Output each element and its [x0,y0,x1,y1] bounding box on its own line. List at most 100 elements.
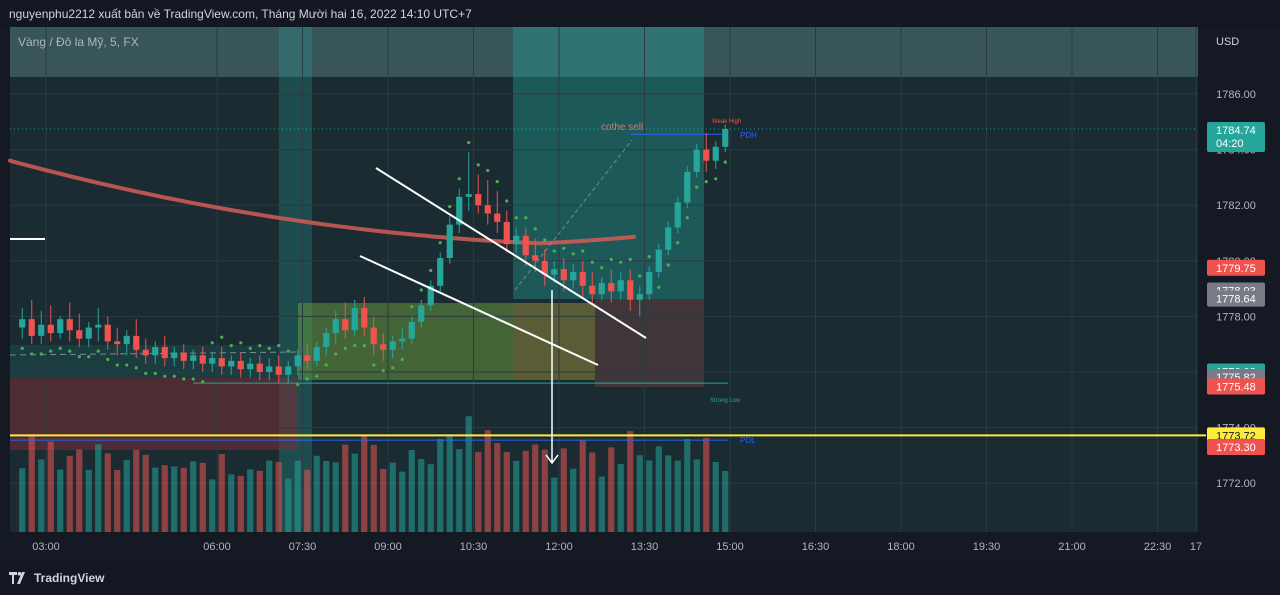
psar-dot [419,288,423,292]
psar-dot [58,346,62,350]
volume-bar [104,453,111,532]
candle-body [503,221,510,245]
candle-body [47,324,54,334]
volume-bar [95,444,102,532]
price-axis [1206,27,1280,532]
psar-dot [87,355,91,359]
psar-dot [685,216,689,220]
volume-bar [19,468,26,532]
countdown-label: 04:20 [1216,138,1244,150]
psar-dot [628,257,632,262]
psar-dot [676,241,680,245]
volume-bar [665,455,672,532]
volume-bar [399,471,406,532]
time-tick-label: 15:00 [716,541,744,553]
volume-bar [560,448,567,532]
volume-bar [541,449,548,532]
price-badge [1207,290,1265,307]
candle-body [427,285,434,306]
psar-dot [210,341,214,345]
price-badge-label: 1784.74 [1216,125,1256,137]
psar-dot [182,377,186,381]
volume-bar [199,462,206,532]
candle-body [608,283,615,292]
volume-bar [427,464,434,532]
time-tick-label: 21:00 [1058,541,1086,553]
candle-body [693,149,700,172]
volume-bar [380,469,387,532]
candle-body [636,294,643,300]
psar-dot [30,352,34,356]
time-tick-label: 13:30 [631,541,659,553]
time-tick-label: 16:30 [802,541,830,553]
price-badge-label: 1778.64 [1216,294,1256,306]
candle-body [95,324,102,328]
tradingview-logo[interactable]: TradingView [9,570,104,586]
psar-dot [296,382,300,387]
strong-low-label: Strong Low [710,398,741,404]
time-tick-label: 18:00 [887,541,915,553]
order-block-zone-green [298,303,513,380]
volume-bar [209,479,216,532]
volume-bar [361,435,368,532]
candle-body [579,271,586,286]
volume-bar [418,459,425,532]
volume-bar [627,431,634,532]
price-badge [1207,378,1265,395]
psar-dot [448,204,452,209]
volume-bar [684,439,691,532]
volume-bar [532,444,539,532]
psar-dot [495,179,499,184]
volume-bar [655,446,662,532]
candle-body [674,202,681,228]
candle-body [475,194,482,206]
volume-bar [646,460,653,532]
psar-dot [543,238,547,242]
candle-body [522,235,529,256]
psar-dot [647,255,651,259]
candle-body [342,319,349,331]
candle-body [399,338,406,342]
candle-body [589,285,596,295]
candle-body [570,271,577,281]
psar-dot [590,260,594,264]
psar-dot [239,341,243,345]
candle-body [646,271,653,295]
volume-bar [313,455,320,532]
psar-dot [619,260,623,264]
volume-bar [28,435,35,532]
candle-body [304,355,311,361]
candle-body [598,283,605,295]
tradingview-logo-icon [9,572,25,584]
candle-body [218,358,225,367]
volume-bar [456,449,463,532]
candle-body [294,355,301,367]
volume-bar [247,469,254,532]
candle-body [351,308,358,331]
psar-dot [571,252,575,256]
time-tick-label: 10:30 [460,541,488,553]
volume-bar [218,454,225,532]
volume-bar [47,441,54,532]
volume-bar [522,450,529,532]
candle-body [28,319,35,336]
candle-body [684,171,691,203]
volume-bar [636,455,643,532]
candle-body [465,194,472,197]
psar-dot [334,352,338,356]
psar-dot [714,177,718,181]
candle-body [712,146,719,161]
candle-body [513,235,520,245]
candle-body [256,363,263,372]
volume-bar [294,460,301,532]
candle-body [161,346,168,359]
psar-dot [362,343,366,348]
volume-bar [76,449,83,532]
psar-dot [657,285,661,289]
volume-bar [351,453,358,532]
symbol-label: Vàng / Đô la Mỹ, 5, FX [18,35,139,49]
volume-bar [389,462,396,532]
time-tick-label: 03:00 [32,541,60,553]
pdh-label: PDH [740,131,757,140]
